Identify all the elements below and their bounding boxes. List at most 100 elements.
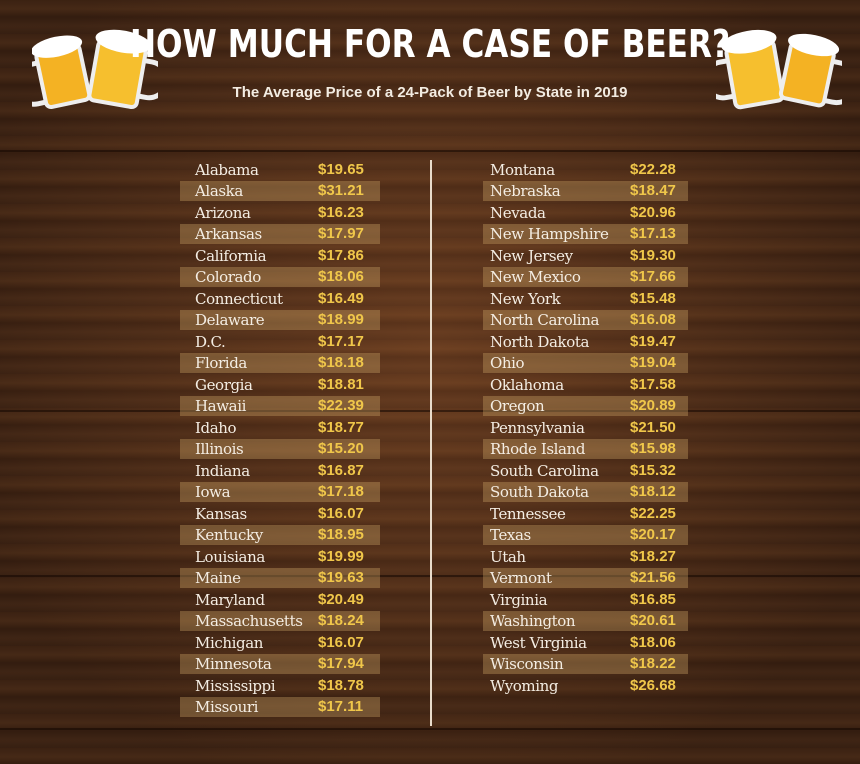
- state-name: Idaho: [195, 418, 237, 437]
- state-name: Utah: [490, 547, 526, 566]
- table-row: Oregon $20.89: [483, 396, 688, 417]
- state-price: $20.96: [630, 203, 676, 221]
- beer-mugs-icon: [32, 29, 158, 110]
- state-price: $19.63: [318, 569, 364, 587]
- state-price: $16.85: [630, 590, 676, 608]
- state-price: $19.65: [318, 161, 364, 178]
- state-price: $18.99: [318, 311, 364, 329]
- state-name: Illinois: [195, 440, 244, 459]
- table-row: Tennessee $22.25: [483, 504, 688, 524]
- table-row: Idaho $18.77: [180, 418, 380, 438]
- table-row: North Dakota $19.47: [483, 332, 688, 352]
- table-row: South Carolina $15.32: [483, 461, 688, 481]
- state-price: $19.04: [630, 354, 676, 372]
- table-row: Indiana $16.87: [180, 461, 380, 481]
- state-price: $17.66: [630, 268, 676, 286]
- table-row: Arkansas $17.97: [180, 224, 380, 245]
- state-name: Missouri: [195, 698, 259, 716]
- table-row: South Dakota $18.12: [483, 482, 688, 503]
- state-name: Kansas: [195, 504, 247, 523]
- state-price: $15.98: [630, 440, 676, 458]
- state-name: Maryland: [195, 590, 265, 609]
- state-name: Hawaii: [195, 397, 247, 416]
- table-row: Michigan $16.07: [180, 633, 380, 653]
- state-price: $20.17: [630, 526, 676, 544]
- state-name: Rhode Island: [490, 440, 586, 459]
- state-name: Minnesota: [195, 655, 272, 674]
- table-row: Louisiana $19.99: [180, 547, 380, 567]
- state-price: $18.77: [318, 418, 364, 436]
- table-row: Arizona $16.23: [180, 203, 380, 223]
- state-price: $18.22: [630, 655, 676, 673]
- state-name: Kentucky: [195, 526, 263, 545]
- state-name: Wyoming: [490, 676, 559, 695]
- state-name: South Dakota: [490, 483, 589, 502]
- table-row: Georgia $18.81: [180, 375, 380, 395]
- state-name: North Carolina: [490, 311, 600, 330]
- state-price: $15.32: [630, 461, 676, 479]
- table-row: Missouri $17.11: [180, 697, 380, 717]
- table-row: Wisconsin $18.22: [483, 654, 688, 675]
- table-row: New Hampshire $17.13: [483, 224, 688, 245]
- state-price: $16.08: [630, 311, 676, 329]
- state-name: Wisconsin: [490, 655, 564, 674]
- state-price: $26.68: [630, 676, 676, 694]
- state-name: Mississippi: [195, 676, 276, 695]
- state-name: Pennsylvania: [490, 418, 585, 437]
- table-row: Virginia $16.85: [483, 590, 688, 610]
- state-name: Ohio: [490, 354, 525, 373]
- state-name: Virginia: [490, 590, 548, 609]
- table-row: Rhode Island $15.98: [483, 439, 688, 460]
- state-price: $17.86: [318, 246, 364, 264]
- table-row: Alaska $31.21: [180, 181, 380, 202]
- table-row: California $17.86: [180, 246, 380, 266]
- state-price: $21.50: [630, 418, 676, 436]
- table-row: Massachusetts $18.24: [180, 611, 380, 632]
- state-name: Nevada: [490, 203, 546, 222]
- state-price: $18.27: [630, 547, 676, 565]
- state-price: $18.18: [318, 354, 364, 372]
- table-row: Ohio $19.04: [483, 353, 688, 374]
- state-price: $17.11: [318, 698, 364, 715]
- state-name: South Carolina: [490, 461, 599, 480]
- state-name: Oregon: [490, 397, 545, 416]
- table-row: Texas $20.17: [483, 525, 688, 546]
- state-price: $19.30: [630, 246, 676, 264]
- state-price: $16.23: [318, 203, 364, 221]
- state-name: North Dakota: [490, 332, 590, 351]
- state-price: $31.21: [318, 182, 364, 200]
- table-row: D.C. $17.17: [180, 332, 380, 352]
- state-price: $18.78: [318, 676, 364, 694]
- table-row: New York $15.48: [483, 289, 688, 309]
- state-name: Alaska: [195, 182, 243, 201]
- table-row: Maine $19.63: [180, 568, 380, 589]
- state-name: Maine: [195, 569, 241, 588]
- wood-plank-seam: [0, 150, 860, 152]
- state-price: $18.47: [630, 182, 676, 200]
- state-name: Connecticut: [195, 289, 283, 308]
- state-name: New York: [490, 289, 561, 308]
- column-divider: [430, 160, 432, 726]
- table-row: Nebraska $18.47: [483, 181, 688, 202]
- table-row: Kentucky $18.95: [180, 525, 380, 546]
- state-price: $17.13: [630, 225, 676, 243]
- state-name: Louisiana: [195, 547, 265, 566]
- state-price: $18.95: [318, 526, 364, 544]
- state-name: New Mexico: [490, 268, 581, 287]
- state-name: New Jersey: [490, 246, 573, 265]
- table-row: North Carolina $16.08: [483, 310, 688, 331]
- state-price: $18.06: [630, 633, 676, 651]
- state-price: $18.06: [318, 268, 364, 286]
- state-name: Montana: [490, 161, 555, 179]
- table-row: Washington $20.61: [483, 611, 688, 632]
- state-name: California: [195, 246, 267, 265]
- state-name: New Hampshire: [490, 225, 609, 244]
- state-price: $18.12: [630, 483, 676, 501]
- table-row: Delaware $18.99: [180, 310, 380, 331]
- state-price: $20.49: [318, 590, 364, 608]
- state-name: Alabama: [195, 161, 259, 179]
- table-row: Hawaii $22.39: [180, 396, 380, 417]
- page-title: HOW MUCH FOR A CASE OF BEER?: [129, 22, 731, 66]
- table-row: Pennsylvania $21.50: [483, 418, 688, 438]
- state-price: $17.97: [318, 225, 364, 243]
